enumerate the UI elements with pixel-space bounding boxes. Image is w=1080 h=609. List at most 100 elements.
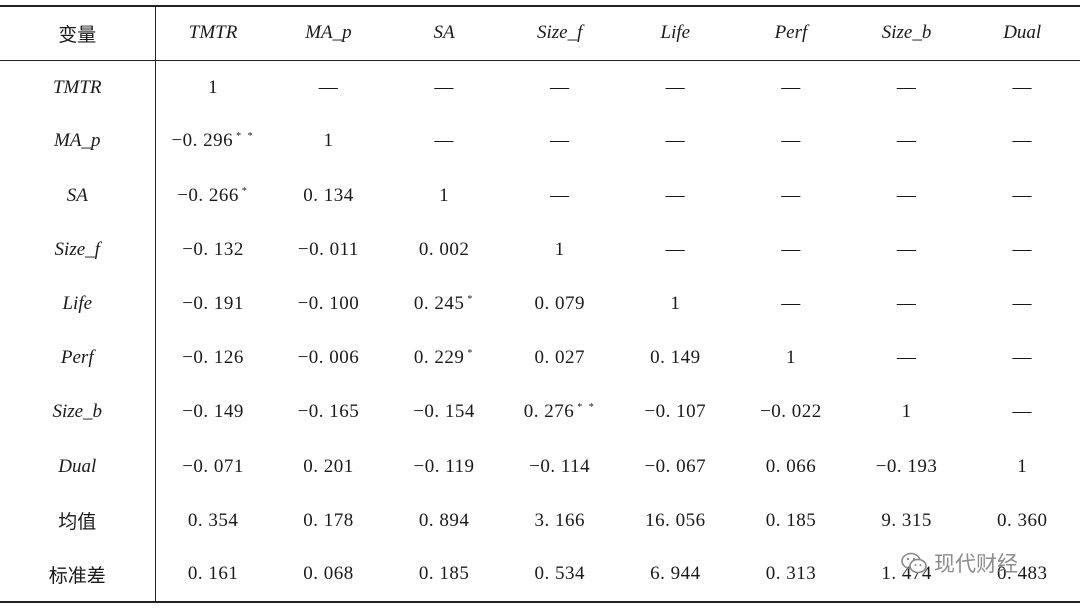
- table-cell: —: [849, 331, 965, 385]
- table-cell: −0. 165: [271, 385, 387, 439]
- header-ma-p: MA_p: [305, 22, 352, 44]
- table-cell: —: [849, 60, 965, 114]
- cell-value: 0. 134: [303, 184, 354, 206]
- table-cell: —: [964, 114, 1080, 168]
- table-cell: —: [502, 114, 618, 168]
- cell-value: 0. 027: [534, 347, 585, 369]
- table-cell: −0. 107: [618, 385, 734, 439]
- table-row: Life −0. 191 −0. 100 0. 245 * 0. 079 1 — — —: [0, 276, 1080, 332]
- cell-value: 0. 201: [303, 455, 354, 477]
- table-cell: —: [386, 60, 502, 114]
- table-cell: 0. 079: [502, 277, 618, 331]
- table-cell: —: [618, 223, 734, 277]
- cell-value: —: [665, 238, 686, 260]
- table-cell: —: [733, 277, 849, 331]
- table-cell: −0. 006: [271, 331, 387, 385]
- cell-value: −0. 107: [644, 401, 707, 423]
- table-cell: 1: [155, 60, 271, 114]
- cell-value: —: [1012, 293, 1032, 315]
- cell-value: —: [1012, 347, 1032, 369]
- table-cell: 0. 354: [155, 494, 271, 548]
- table-cell: −0. 114: [502, 440, 618, 494]
- cell-value: —: [896, 130, 917, 152]
- table-cell: 0. 068: [271, 548, 387, 602]
- cell-value: —: [896, 293, 917, 315]
- cell-value: 0. 245: [413, 293, 465, 315]
- row-label: Size_b: [0, 385, 156, 440]
- cell-value: −0. 011: [297, 238, 359, 260]
- significance-mark: *: [241, 185, 249, 197]
- cell-value: 1: [208, 76, 219, 98]
- table-cell: 0. 483: [964, 548, 1080, 602]
- cell-value: −0. 191: [182, 293, 244, 315]
- header-tmtr: TMTR: [188, 22, 238, 44]
- cell-value: —: [896, 238, 917, 260]
- row-label: Life: [0, 276, 156, 332]
- table-cell: 0. 178: [271, 494, 387, 548]
- cell-value: —: [549, 184, 570, 206]
- table-cell: 0. 002: [386, 223, 502, 277]
- table-cell: 1: [386, 169, 502, 223]
- table-cell: −0. 067: [618, 440, 734, 494]
- table-cell: —: [849, 114, 965, 168]
- table-cell: 0. 066: [733, 440, 849, 494]
- header-variable: 变量: [0, 6, 156, 61]
- table-cell: −0. 191: [155, 277, 271, 331]
- cell-value: 0. 276: [523, 401, 575, 423]
- table-cell: —: [502, 169, 618, 223]
- cell-value: 0. 185: [765, 509, 817, 531]
- table-cell: 1: [964, 440, 1080, 494]
- table-cell: 1: [502, 223, 618, 277]
- cell-value: −0. 296: [171, 130, 234, 152]
- significance-mark: *: [467, 294, 475, 306]
- row-label: 均值: [0, 493, 156, 548]
- table-cell: 1: [271, 114, 387, 168]
- cell-value: —: [318, 76, 339, 98]
- table-cell: −0. 126: [155, 331, 271, 385]
- cell-value: 1: [323, 130, 334, 152]
- cell-value: 6. 944: [650, 563, 701, 585]
- table-cell: —: [618, 60, 734, 114]
- cell-value: —: [781, 76, 801, 98]
- cell-value: 0. 079: [534, 293, 585, 315]
- table-cell: —: [502, 60, 618, 114]
- table-cell: 0. 276 * *: [502, 385, 618, 439]
- cell-value: —: [1012, 401, 1032, 423]
- table-cell: —: [849, 223, 965, 277]
- cell-value: —: [1012, 130, 1032, 152]
- cell-value: —: [896, 347, 917, 369]
- cell-value: —: [1012, 238, 1032, 260]
- significance-mark: * *: [236, 131, 255, 143]
- row-label: 标准差: [0, 547, 156, 603]
- table-cell: 16. 056: [618, 494, 734, 548]
- table-cell: —: [733, 223, 849, 277]
- cell-value: 0. 534: [534, 563, 585, 585]
- table-cell: −0. 296 * *: [155, 114, 271, 168]
- table-row: MA_p −0. 296 * * 1— — — — — —: [0, 114, 1080, 169]
- table-cell: −0. 193: [849, 440, 965, 494]
- table-cell: −0. 011: [271, 223, 387, 277]
- row-label: Perf: [0, 331, 156, 386]
- table-cell: —: [386, 114, 502, 168]
- cell-value: 0. 894: [418, 509, 470, 531]
- cell-value: 0. 066: [765, 455, 817, 477]
- table-cell: 0. 313: [733, 548, 849, 602]
- cell-value: −0. 006: [297, 347, 360, 369]
- header-life: Life: [660, 22, 691, 44]
- table-cell: —: [733, 169, 849, 223]
- cell-value: 0. 161: [187, 563, 239, 585]
- table-cell: 0. 149: [618, 331, 734, 385]
- cell-value: −0. 154: [413, 401, 475, 423]
- table-cell: −0. 071: [155, 440, 271, 494]
- table-row: SA −0. 266 * 0. 134 1— — — — —: [0, 168, 1080, 223]
- cell-value: 0. 354: [187, 509, 239, 531]
- table-cell: 0. 534: [502, 548, 618, 602]
- cell-value: —: [781, 184, 801, 206]
- table-cell: —: [964, 223, 1080, 277]
- header-size-f: Size_f: [536, 22, 583, 44]
- cell-value: 1: [901, 401, 912, 423]
- cell-value: −0. 067: [644, 455, 707, 477]
- table-body: TMTR 1— — — — — — — MA_p −0. 296 * * 1— — — — — — SA −0. 2…: [0, 60, 1080, 603]
- cell-value: —: [896, 76, 917, 98]
- table-cell: 0. 360: [964, 494, 1080, 548]
